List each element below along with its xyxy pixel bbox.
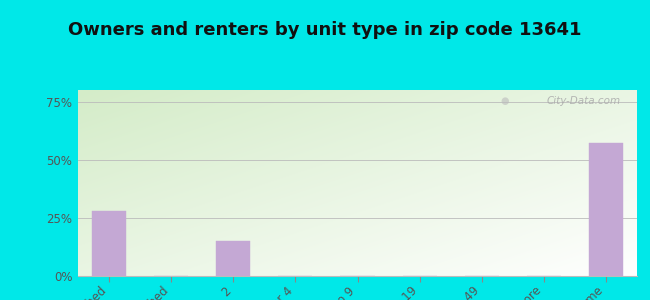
Text: ●: ●	[500, 96, 508, 106]
Text: City-Data.com: City-Data.com	[546, 96, 620, 106]
Bar	[589, 143, 623, 276]
Bar	[92, 211, 126, 276]
Bar	[216, 241, 250, 276]
Text: Owners and renters by unit type in zip code 13641: Owners and renters by unit type in zip c…	[68, 21, 582, 39]
